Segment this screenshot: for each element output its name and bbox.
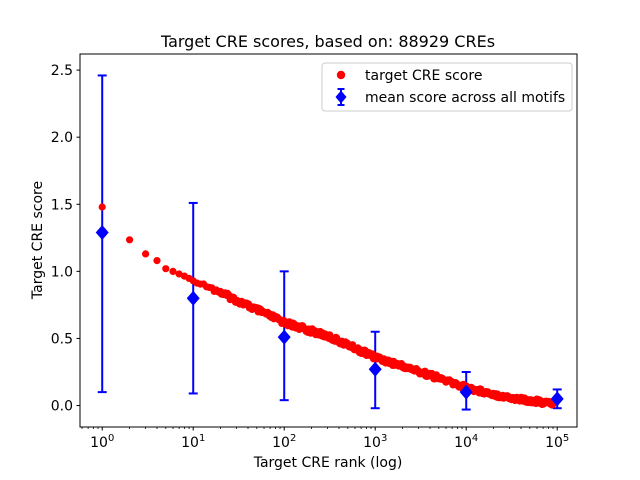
x-tick-label: 102 bbox=[272, 433, 296, 451]
red-data-point bbox=[142, 250, 150, 258]
red-data-point bbox=[169, 267, 177, 275]
x-axis-label: Target CRE rank (log) bbox=[253, 455, 403, 471]
legend-frame bbox=[321, 62, 573, 112]
x-tick-label: 105 bbox=[545, 433, 569, 451]
x-tick-label: 101 bbox=[181, 433, 205, 451]
legend-box: target CRE score mean score across all m… bbox=[321, 62, 573, 112]
blue-mean-diamond bbox=[277, 329, 291, 345]
red-data-point bbox=[162, 265, 170, 273]
axes-ticks: 0.0 0.5 1.0 1.5 2.0 2.5 100 101 102 103 104 105 bbox=[51, 63, 570, 451]
series-layer bbox=[95, 74, 564, 411]
legend-label-target: target CRE score bbox=[365, 68, 482, 84]
y-tick-label: 0.5 bbox=[51, 331, 73, 347]
x-tick-label: 100 bbox=[90, 433, 114, 451]
legend-circle-marker-icon bbox=[336, 70, 346, 80]
chart-title: Target CRE scores, based on: 88929 CREs bbox=[160, 32, 495, 51]
legend-diamond-marker-icon bbox=[335, 90, 347, 104]
red-data-point bbox=[98, 203, 106, 211]
blue-mean-diamond bbox=[368, 361, 382, 377]
x-tick-label: 104 bbox=[454, 433, 478, 451]
y-axis-label: Target CRE score bbox=[30, 181, 46, 300]
plot-area-frame bbox=[79, 53, 578, 428]
y-tick-label: 2.0 bbox=[51, 130, 73, 146]
blue-mean-diamond bbox=[95, 224, 109, 240]
blue-mean-diamond bbox=[550, 391, 564, 407]
legend-label-mean: mean score across all motifs bbox=[365, 90, 565, 106]
y-tick-label: 1.0 bbox=[51, 264, 73, 280]
x-tick-label: 103 bbox=[363, 433, 387, 451]
y-tick-label: 1.5 bbox=[51, 197, 73, 213]
blue-mean-series bbox=[95, 224, 564, 407]
red-data-point bbox=[126, 236, 134, 244]
legend-entry-mean-score: mean score across all motifs bbox=[335, 88, 565, 106]
y-tick-label: 2.5 bbox=[51, 63, 73, 79]
red-scatter-series bbox=[98, 203, 557, 409]
blue-mean-diamond bbox=[186, 290, 200, 306]
red-data-point bbox=[153, 257, 161, 265]
legend-entry-target-cre-score: target CRE score bbox=[336, 68, 482, 84]
y-tick-label: 0.0 bbox=[51, 399, 73, 415]
blue-mean-diamond bbox=[459, 384, 473, 400]
